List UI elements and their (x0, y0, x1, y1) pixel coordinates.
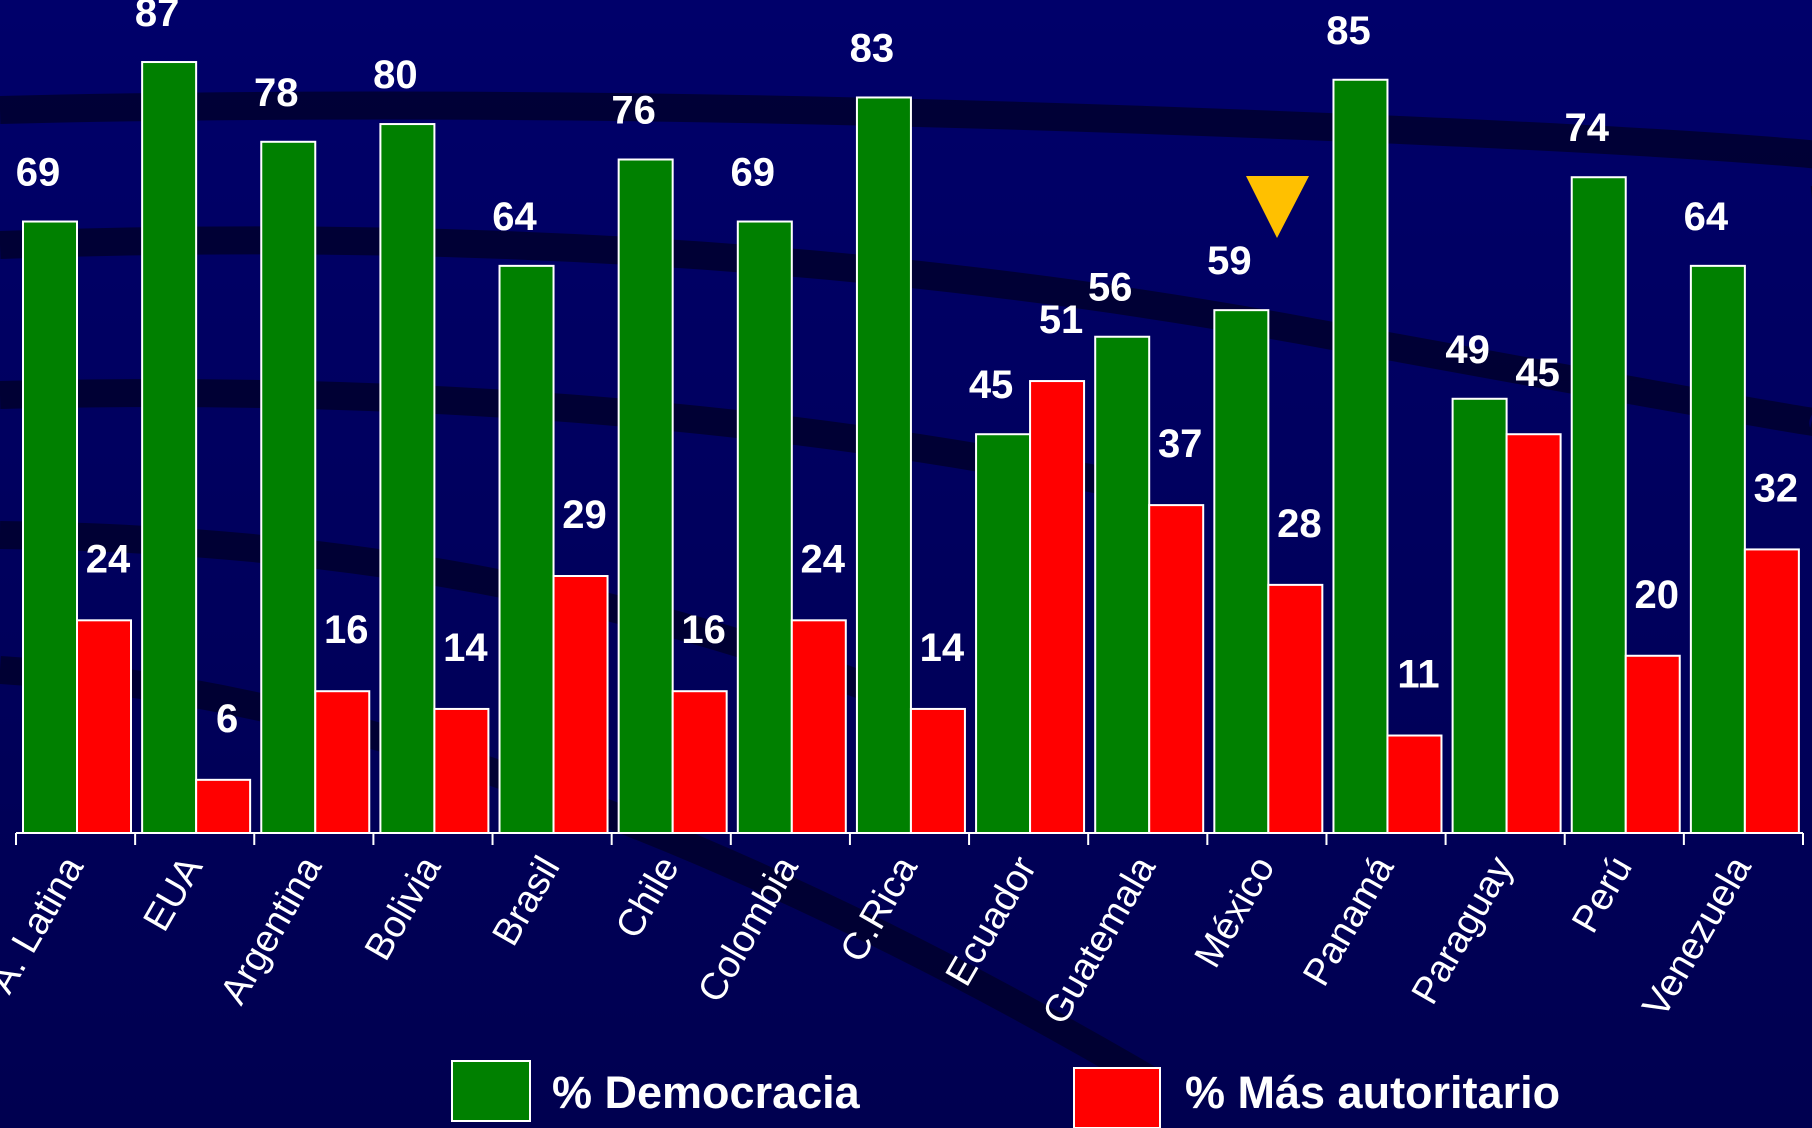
data-label: 76 (611, 89, 656, 133)
data-label: 24 (801, 537, 846, 581)
bar (22, 220, 78, 835)
bar (1213, 309, 1270, 835)
data-label: 51 (1039, 298, 1084, 342)
data-label: 45 (969, 363, 1014, 407)
legend-swatch (1073, 1067, 1161, 1128)
data-label: 69 (731, 151, 776, 195)
data-label: 32 (1754, 466, 1799, 510)
legend-swatch (451, 1060, 531, 1122)
data-label: 85 (1326, 9, 1371, 53)
legend: % Democracia % Más autoritario (451, 1060, 1560, 1128)
data-label: 29 (562, 493, 607, 537)
bar (314, 690, 371, 834)
bar (498, 264, 555, 834)
bar (379, 123, 436, 834)
bar (433, 707, 490, 834)
data-label: 69 (16, 151, 61, 195)
data-label: 16 (324, 608, 369, 652)
data-label: 56 (1088, 266, 1133, 310)
data-label: 83 (850, 26, 895, 70)
bar (1743, 548, 1800, 834)
bar (1148, 504, 1205, 834)
bar (975, 433, 1032, 834)
data-label: 14 (920, 626, 965, 670)
bar (1094, 335, 1151, 834)
data-label: 59 (1207, 239, 1252, 283)
bar (1624, 654, 1681, 834)
bar (1267, 583, 1324, 834)
data-label: 37 (1158, 422, 1203, 466)
bar (1451, 397, 1508, 834)
data-label: 87 (135, 0, 180, 35)
bar (260, 140, 317, 834)
data-label: 49 (1445, 328, 1490, 372)
data-label: 11 (1397, 653, 1439, 697)
bar (552, 575, 609, 834)
legend-label: % Democracia (552, 1067, 861, 1118)
bar (141, 61, 198, 834)
bar (1386, 734, 1443, 835)
bar (909, 707, 966, 834)
data-label: 28 (1277, 502, 1322, 546)
data-label: 74 (1564, 106, 1609, 150)
bar (1570, 176, 1627, 834)
highlight-marker (1246, 176, 1309, 238)
bar (195, 778, 252, 834)
data-label: 6 (216, 697, 238, 741)
bar (1505, 433, 1562, 834)
data-label: 80 (373, 53, 418, 97)
bar (855, 96, 912, 835)
bar (1332, 78, 1389, 835)
data-label: 64 (1684, 195, 1729, 239)
bar (671, 690, 728, 834)
data-label: 78 (254, 71, 299, 115)
data-label: 14 (443, 626, 488, 670)
data-label: 20 (1634, 573, 1679, 617)
bar (1689, 264, 1746, 834)
legend-label: % Más autoritario (1185, 1067, 1560, 1118)
bar (1029, 380, 1086, 834)
bar (790, 619, 847, 834)
data-label: 45 (1515, 351, 1560, 395)
data-label: 24 (86, 537, 131, 581)
bar (76, 619, 132, 834)
data-label: 64 (492, 195, 537, 239)
data-label: 16 (681, 608, 726, 652)
bar (736, 220, 793, 835)
bar (617, 158, 674, 835)
